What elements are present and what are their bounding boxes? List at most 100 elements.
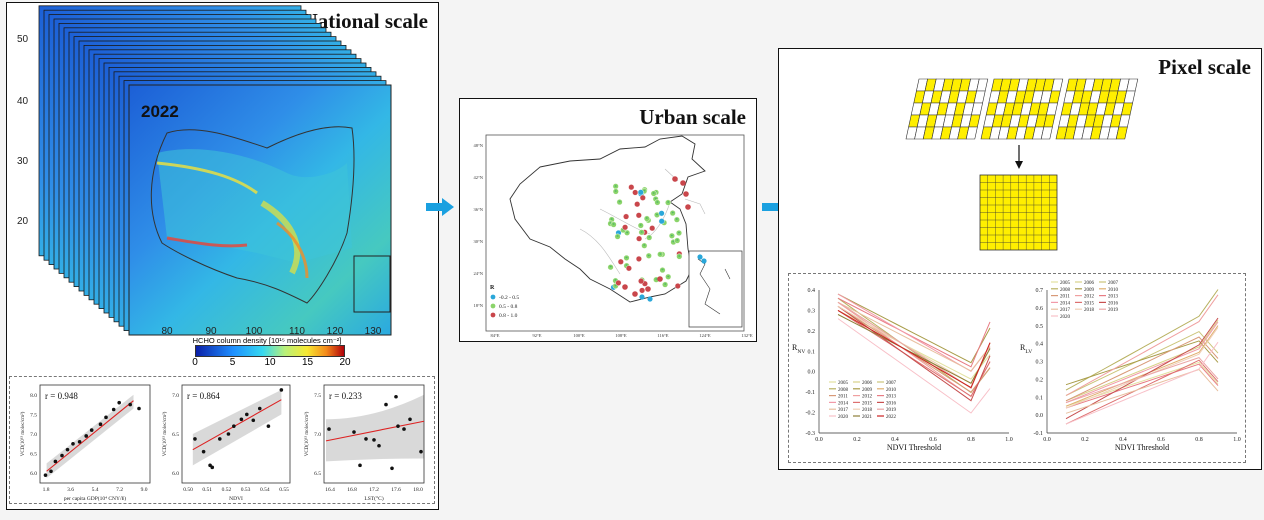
scatter-point — [251, 418, 256, 423]
urban-legend-title: R — [490, 285, 495, 291]
scatter-xlabel: per capita GDP(10⁴ CNY/¥) — [64, 495, 126, 502]
scatter-xtick: 17.6 — [391, 487, 401, 493]
city-point — [614, 233, 621, 240]
scatter-point — [43, 473, 48, 477]
scatter-point — [364, 437, 368, 441]
city-point — [683, 191, 689, 197]
scatter-xtick: 5.4 — [92, 487, 99, 493]
x-tick: 0.2 — [1081, 437, 1089, 443]
urban-lon-tick: 116°E — [657, 333, 668, 338]
city-marker: * — [671, 212, 674, 217]
scatter-point — [128, 402, 132, 407]
scatter-point — [210, 465, 215, 470]
correlation-r: r = 0.233 — [329, 391, 362, 401]
city-point — [658, 210, 665, 217]
city-point — [646, 234, 653, 241]
lon-tick: 110 — [289, 326, 305, 337]
scatter-point — [201, 449, 206, 454]
city-marker: * — [671, 235, 674, 240]
scatter-point — [402, 427, 406, 431]
scatter-ytick: 7.0 — [172, 393, 179, 399]
year-series-line — [837, 305, 991, 393]
city-marker: * — [655, 279, 658, 284]
colorbar-gradient — [195, 345, 345, 357]
yearly-pixel-grid — [1055, 78, 1139, 140]
scatter-ytick: 7.0 — [30, 432, 37, 438]
city-marker: * — [663, 222, 666, 227]
scatter-xtick: 1.8 — [43, 487, 50, 493]
city-point — [697, 254, 703, 260]
legend-label: 2022 — [886, 415, 897, 420]
scatter-xtick: 0.52 — [222, 487, 232, 493]
city-marker: * — [612, 224, 615, 229]
x-tick: 0.2 — [853, 437, 861, 443]
scatter-ytick: 7.0 — [314, 432, 321, 438]
legend-label: 2010 — [886, 388, 897, 393]
year-series-line — [1065, 330, 1219, 396]
scatter-point — [384, 402, 388, 407]
lon-tick: 120 — [327, 326, 344, 337]
scatter-ytick: 6.5 — [314, 471, 321, 477]
city-point — [625, 265, 632, 272]
city-point — [680, 180, 686, 186]
scatter-xtick: 9.0 — [141, 487, 148, 493]
y-tick: 0.4 — [1036, 342, 1044, 348]
y-tick: 0.4 — [808, 288, 816, 294]
city-marker: * — [616, 236, 619, 241]
city-point — [701, 258, 707, 264]
y-tick: -0.3 — [806, 431, 816, 437]
correlation-r: r = 0.864 — [187, 391, 220, 401]
year-series-line — [837, 297, 991, 394]
city-point — [676, 253, 683, 260]
city-point — [672, 176, 678, 182]
correlation-panels: r = 0.948 per capita GDP(10⁴ CNY/¥) VCD(10… — [9, 376, 435, 504]
y-tick: 0.2 — [808, 329, 816, 335]
x-tick: 1.0 — [1233, 437, 1241, 443]
x-tick: 0.8 — [1195, 437, 1203, 443]
scatter-point — [232, 424, 236, 428]
year-series-line — [837, 309, 991, 389]
city-marker: * — [618, 201, 621, 206]
urban-legend-swatch — [490, 303, 496, 309]
urban-lon-tick: 100°E — [573, 333, 585, 338]
legend-label: 2020 — [838, 415, 849, 420]
legend-label: 2012 — [862, 395, 873, 400]
city-marker: * — [647, 219, 650, 224]
pixel-grid-illustration — [905, 78, 1139, 251]
year-series-line — [837, 314, 991, 384]
colorbar-block: HCHO column density [10¹⁵ molecules cm⁻²… — [185, 335, 355, 369]
scatter-point — [111, 407, 116, 412]
legend-label: 2010 — [1108, 288, 1119, 293]
pixel-scale-panel: Pixel scale 0.0 0.2 0.4 0.6 0.8 1.0 0.4 0.3 0.2 0… — [778, 48, 1262, 470]
scatter-frame — [39, 384, 151, 484]
city-point — [639, 294, 645, 300]
legend-label: 2019 — [886, 408, 897, 413]
scatter-xtick: 17.2 — [369, 487, 379, 493]
year-series-line — [1065, 289, 1219, 391]
city-point — [665, 199, 672, 206]
regression-line — [325, 420, 425, 442]
lat-tick: 30 — [17, 156, 29, 167]
legend-label: 2009 — [1084, 288, 1095, 293]
urban-lon-tick: 92°E — [532, 333, 541, 338]
city-marker: * — [678, 256, 681, 261]
x-axis-label: NDVI Threshold — [1115, 443, 1169, 452]
x-tick: 0.8 — [967, 437, 975, 443]
urban-legend-label: -0.2 - 0.5 — [499, 295, 519, 301]
city-point — [635, 255, 642, 262]
year-series-line — [837, 301, 991, 372]
scatter-point — [193, 437, 197, 441]
scatter-point — [77, 440, 82, 444]
city-point — [632, 291, 638, 297]
scatter-point — [49, 469, 53, 474]
city-point — [649, 225, 656, 232]
city-marker: * — [652, 193, 655, 198]
scatter-point — [226, 432, 231, 436]
scatter-ytick: 7.5 — [30, 413, 37, 419]
scatter-xtick: 18.0 — [413, 487, 423, 493]
y-tick: 0.1 — [1036, 395, 1044, 401]
city-point — [623, 213, 630, 220]
scatter-frame — [181, 384, 291, 484]
correlation-r: r = 0.948 — [45, 391, 78, 401]
national-scale-panel: National scale — [6, 2, 439, 510]
